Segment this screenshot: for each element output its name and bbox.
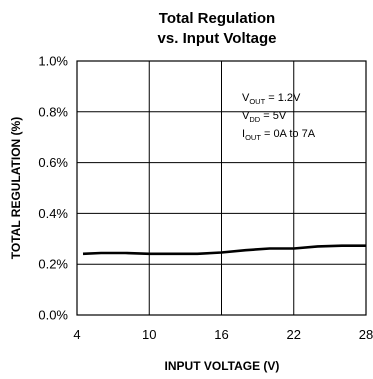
annotation-line: VOUT = 1.2V [242, 92, 301, 106]
y-tick-label: 0.0% [38, 308, 68, 323]
y-tick-labels: 0.0% 0.2% 0.4% 0.6% 0.8% 1.0% [38, 54, 68, 323]
y-tick-label: 0.4% [38, 206, 68, 221]
chart-subtitle: vs. Input Voltage [158, 30, 277, 47]
x-tick-label: 28 [359, 327, 373, 342]
x-tick-label: 22 [287, 327, 301, 342]
y-tick-label: 0.6% [38, 155, 68, 170]
y-tick-label: 0.8% [38, 104, 68, 119]
grid [77, 61, 366, 315]
chart-title: Total Regulation [159, 10, 275, 27]
y-axis-label: TOTAL REGULATION (%) [9, 117, 23, 259]
conditions-annotation: VOUT = 1.2V VDD = 5V IOUT = 0A to 7A [242, 92, 316, 142]
annotation-line: VDD = 5V [242, 110, 287, 124]
y-tick-label: 1.0% [38, 54, 68, 69]
plot-frame [76, 60, 367, 316]
series-group [82, 244, 366, 256]
series-line [82, 244, 366, 256]
x-tick-label: 16 [214, 327, 228, 342]
x-tick-label: 4 [73, 327, 80, 342]
y-tick-label: 0.2% [38, 257, 68, 272]
x-axis-label: INPUT VOLTAGE (V) [165, 359, 280, 373]
x-tick-label: 10 [142, 327, 156, 342]
x-tick-labels: 4 10 16 22 28 [73, 327, 373, 342]
annotation-line: IOUT = 0A to 7A [242, 128, 316, 142]
